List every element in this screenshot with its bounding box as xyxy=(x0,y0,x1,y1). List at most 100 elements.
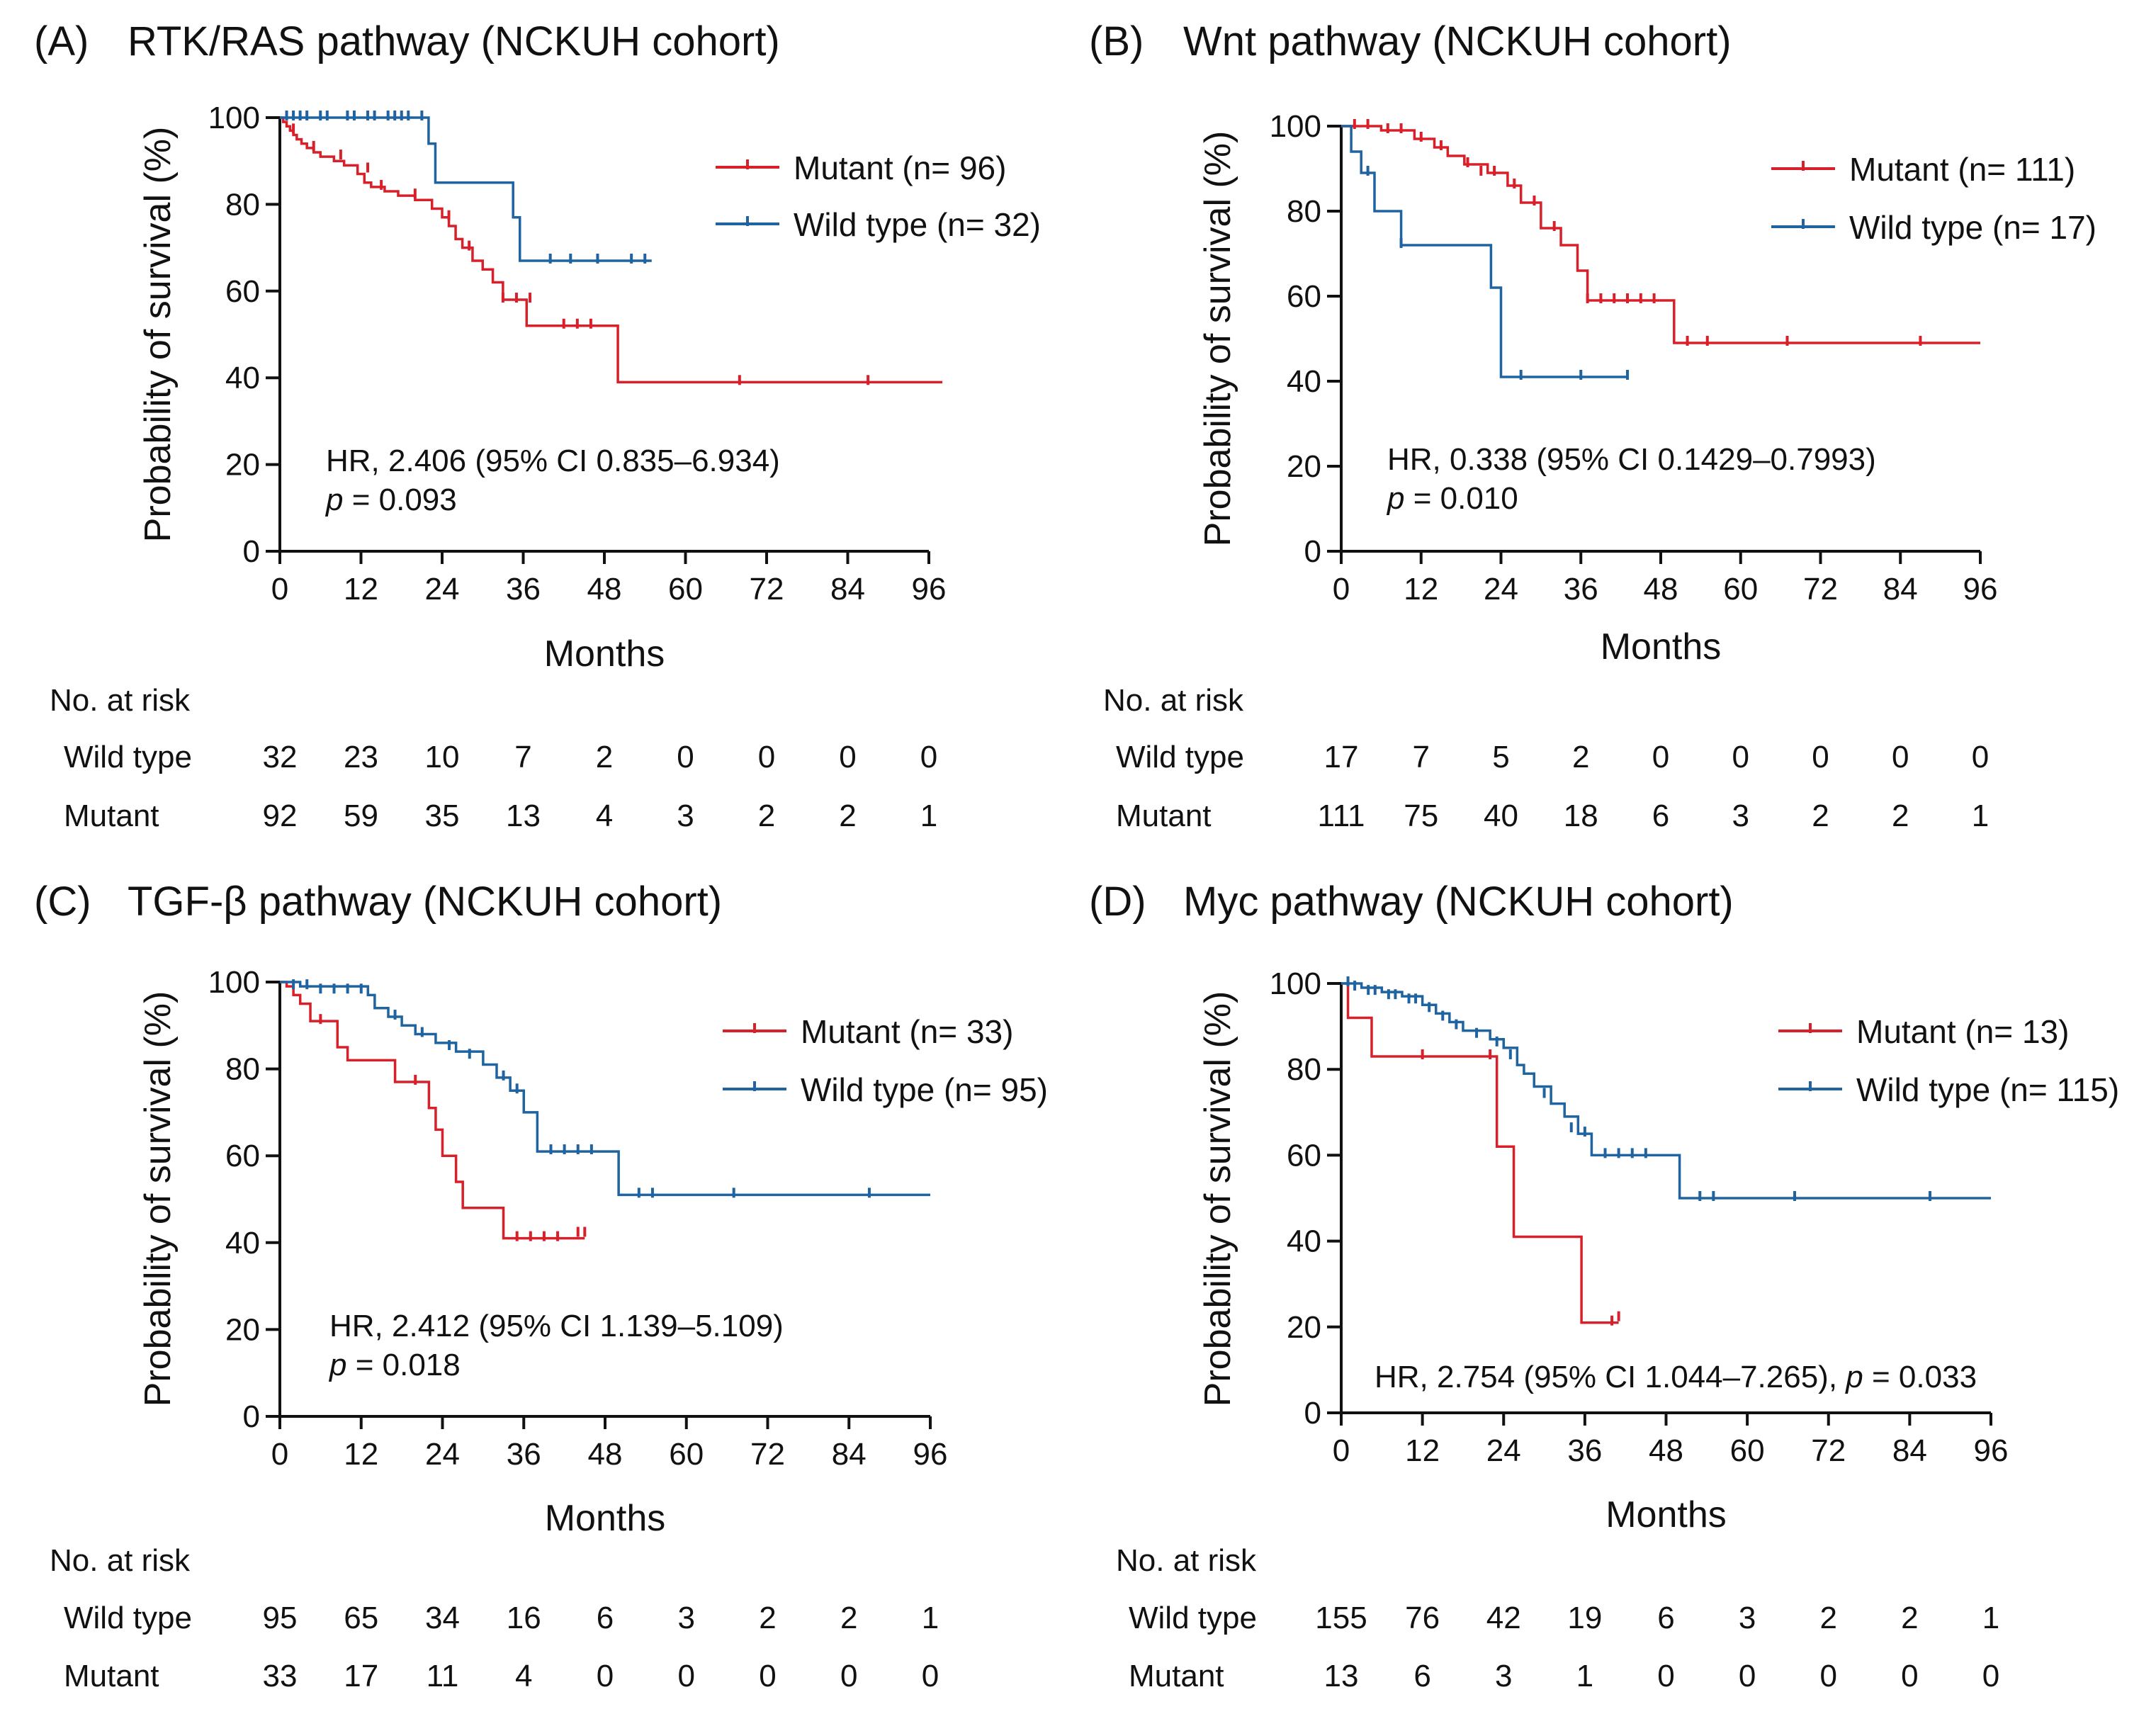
hr-text: HR, 0.338 (95% CI 0.1429–0.7993) xyxy=(1387,442,1876,477)
panel-label: (A) xyxy=(34,18,89,64)
y-tick-label: 60 xyxy=(225,274,260,309)
risk-count: 17 xyxy=(1324,740,1359,774)
panel-label: (B) xyxy=(1089,18,1144,64)
risk-count: 0 xyxy=(759,1659,776,1693)
x-tick-label: 0 xyxy=(271,572,288,607)
survival-curve-wild xyxy=(280,981,930,1197)
survival-curve-wild xyxy=(1341,982,1991,1200)
risk-count: 1 xyxy=(922,1601,939,1635)
y-tick-label: 0 xyxy=(1304,1396,1321,1431)
x-tick-label: 36 xyxy=(1567,1433,1602,1468)
x-tick-label: 48 xyxy=(1644,572,1678,607)
chart-title: TGF-β pathway (NCKUH cohort) xyxy=(128,879,722,925)
survival-curve-mutant xyxy=(280,981,585,1240)
risk-count: 32 xyxy=(263,740,298,774)
x-tick-label: 72 xyxy=(1811,1433,1846,1468)
y-tick-label: 80 xyxy=(225,1052,260,1087)
x-tick-label: 60 xyxy=(1723,572,1758,607)
risk-count: 42 xyxy=(1486,1601,1521,1635)
p-annotation: p = 0.018 xyxy=(328,1348,461,1382)
risk-count: 3 xyxy=(1495,1659,1512,1693)
risk-count: 0 xyxy=(597,1659,614,1693)
survival-curve-wild xyxy=(280,116,652,262)
p-annotation: p = 0.010 xyxy=(1386,481,1518,516)
x-tick-label: 96 xyxy=(912,572,947,607)
x-tick-label: 0 xyxy=(271,1437,288,1472)
chart-title: Myc pathway (NCKUH cohort) xyxy=(1183,879,1734,925)
p-symbol: p xyxy=(1386,481,1404,516)
risk-count: 4 xyxy=(515,1659,532,1693)
risk-count: 76 xyxy=(1405,1601,1440,1635)
x-tick-label: 24 xyxy=(1486,1433,1521,1468)
x-tick-label: 72 xyxy=(1803,572,1838,607)
x-tick-label: 48 xyxy=(588,1437,623,1472)
risk-count: 0 xyxy=(1982,1659,1999,1693)
y-axis-title: Probability of survival (%) xyxy=(137,991,179,1407)
panel-a: (A) RTK/RAS pathway (NCKUH cohort)0 12 24 36… xyxy=(34,18,1041,833)
risk-row-label: Mutant xyxy=(1129,1659,1224,1693)
risk-count: 3 xyxy=(1732,799,1749,833)
x-axis-title: Months xyxy=(1601,626,1722,667)
legend-label-wild: Wild type (n= 32) xyxy=(794,206,1041,243)
risk-count: 4 xyxy=(596,799,613,833)
hr-text: HR, 2.406 (95% CI 0.835–6.934) xyxy=(326,444,780,478)
y-tick-label: 20 xyxy=(225,448,260,483)
risk-count: 155 xyxy=(1315,1601,1367,1635)
y-axis-title: Probability of survival (%) xyxy=(1197,131,1238,547)
x-tick-label: 12 xyxy=(344,572,378,607)
risk-count: 1 xyxy=(1576,1659,1593,1693)
y-tick-label: 0 xyxy=(243,1399,260,1434)
x-tick-label: 24 xyxy=(425,572,460,607)
x-tick-label: 24 xyxy=(425,1437,460,1472)
y-tick-label: 100 xyxy=(208,101,260,135)
risk-count: 0 xyxy=(677,740,694,774)
risk-count: 2 xyxy=(1812,799,1829,833)
risk-count: 19 xyxy=(1567,1601,1602,1635)
x-tick-label: 96 xyxy=(913,1437,948,1472)
x-tick-label: 96 xyxy=(1974,1433,2009,1468)
risk-count: 2 xyxy=(758,799,775,833)
risk-table: No. at risk Wild type 95 65 34 16 6 3 2 2 1 Mutant 3… xyxy=(50,1543,939,1693)
x-axis-title: Months xyxy=(1605,1494,1727,1535)
p-annotation: p = 0.093 xyxy=(324,483,457,517)
chart-title: RTK/RAS pathway (NCKUH cohort) xyxy=(128,18,780,64)
risk-count: 2 xyxy=(839,799,856,833)
risk-count: 7 xyxy=(1413,740,1430,774)
y-tick-label: 20 xyxy=(225,1312,260,1347)
legend-label-wild: Wild type (n= 17) xyxy=(1849,209,2096,246)
x-tick-label: 60 xyxy=(669,1437,704,1472)
y-tick-label: 80 xyxy=(225,187,260,222)
survival-curve-mutant xyxy=(1341,982,1619,1324)
x-tick-label: 84 xyxy=(830,572,865,607)
y-tick-label: 100 xyxy=(1270,109,1321,144)
x-tick-label: 84 xyxy=(1883,572,1918,607)
risk-count: 3 xyxy=(678,1601,695,1635)
risk-count: 6 xyxy=(597,1601,614,1635)
x-tick-label: 12 xyxy=(1404,572,1438,607)
y-tick-label: 40 xyxy=(225,1226,260,1260)
legend-label-wild: Wild type (n= 115) xyxy=(1856,1071,2119,1108)
p-value: = 0.018 xyxy=(346,1348,460,1382)
hr-annotation: HR, 2.406 (95% CI 0.835–6.934) xyxy=(326,444,780,478)
risk-count: 0 xyxy=(839,740,856,774)
risk-count: 111 xyxy=(1318,799,1365,833)
x-tick-label: 96 xyxy=(1963,572,1998,607)
x-axis-title: Months xyxy=(544,633,665,675)
y-tick-label: 0 xyxy=(243,534,260,569)
risk-count: 0 xyxy=(1901,1659,1918,1693)
risk-count: 0 xyxy=(922,1659,939,1693)
y-tick-label: 40 xyxy=(225,361,260,395)
legend-label-mutant: Mutant (n= 111) xyxy=(1849,151,2075,188)
risk-count: 92 xyxy=(263,799,298,833)
risk-count: 0 xyxy=(840,1659,857,1693)
risk-count: 7 xyxy=(514,740,531,774)
panel-b: (B) Wnt pathway (NCKUH cohort)0 12 24 36 48 60… xyxy=(1089,18,2096,833)
panel-c: (C) TGF-β pathway (NCKUH cohort)0 12 24 36 48… xyxy=(34,879,1048,1693)
risk-count: 0 xyxy=(1892,740,1909,774)
y-tick-label: 60 xyxy=(225,1139,260,1173)
p-symbol: p xyxy=(328,1348,346,1382)
risk-count: 16 xyxy=(507,1601,541,1635)
